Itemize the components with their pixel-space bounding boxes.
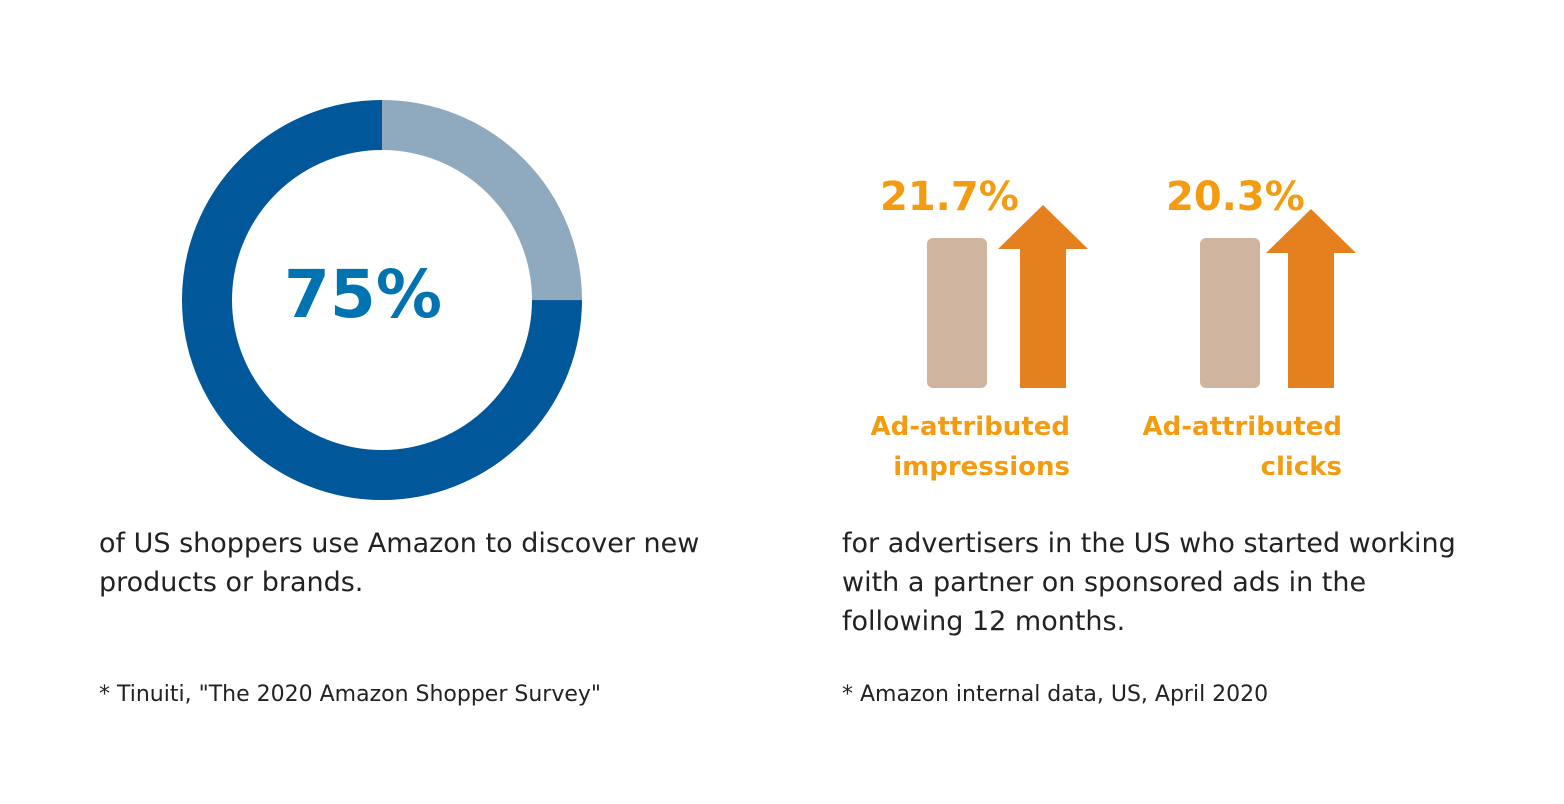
clicks-value: 20.3% [1166, 174, 1305, 220]
impressions-label: Ad-attributed impressions [810, 407, 1070, 487]
clicks-label: Ad-attributed clicks [1082, 407, 1342, 487]
impressions-value: 21.7% [880, 174, 1019, 220]
right-caption-line-1: for advertisers in the US who started wo… [842, 528, 1456, 559]
donut-center-value: 75% [284, 256, 442, 333]
right-source-note: * Amazon internal data, US, April 2020 [842, 682, 1269, 707]
growth-bars-chart [927, 205, 1356, 388]
right-caption: for advertisers in the US who started wo… [842, 524, 1542, 641]
donut-segment-remainder [182, 100, 582, 500]
impressions-label-line-1: Ad-attributed [870, 412, 1070, 442]
left-source-note: * Tinuiti, "The 2020 Amazon Shopper Surv… [99, 682, 602, 707]
impressions-growth-arrow [998, 205, 1088, 388]
impressions-baseline-bar [927, 238, 987, 388]
left-caption-line-2: products or brands. [99, 567, 364, 598]
clicks-baseline-bar [1200, 238, 1260, 388]
right-caption-line-3: following 12 months. [842, 606, 1126, 637]
clicks-label-line-1: Ad-attributed [1142, 412, 1342, 442]
impressions-label-line-2: impressions [893, 452, 1070, 482]
donut-chart [182, 100, 582, 500]
right-caption-line-2: with a partner on sponsored ads in the [842, 567, 1367, 598]
clicks-label-line-2: clicks [1260, 452, 1342, 482]
clicks-growth-arrow [1266, 209, 1356, 388]
left-caption: of US shoppers use Amazon to discover ne… [99, 524, 779, 602]
left-caption-line-1: of US shoppers use Amazon to discover ne… [99, 528, 700, 559]
